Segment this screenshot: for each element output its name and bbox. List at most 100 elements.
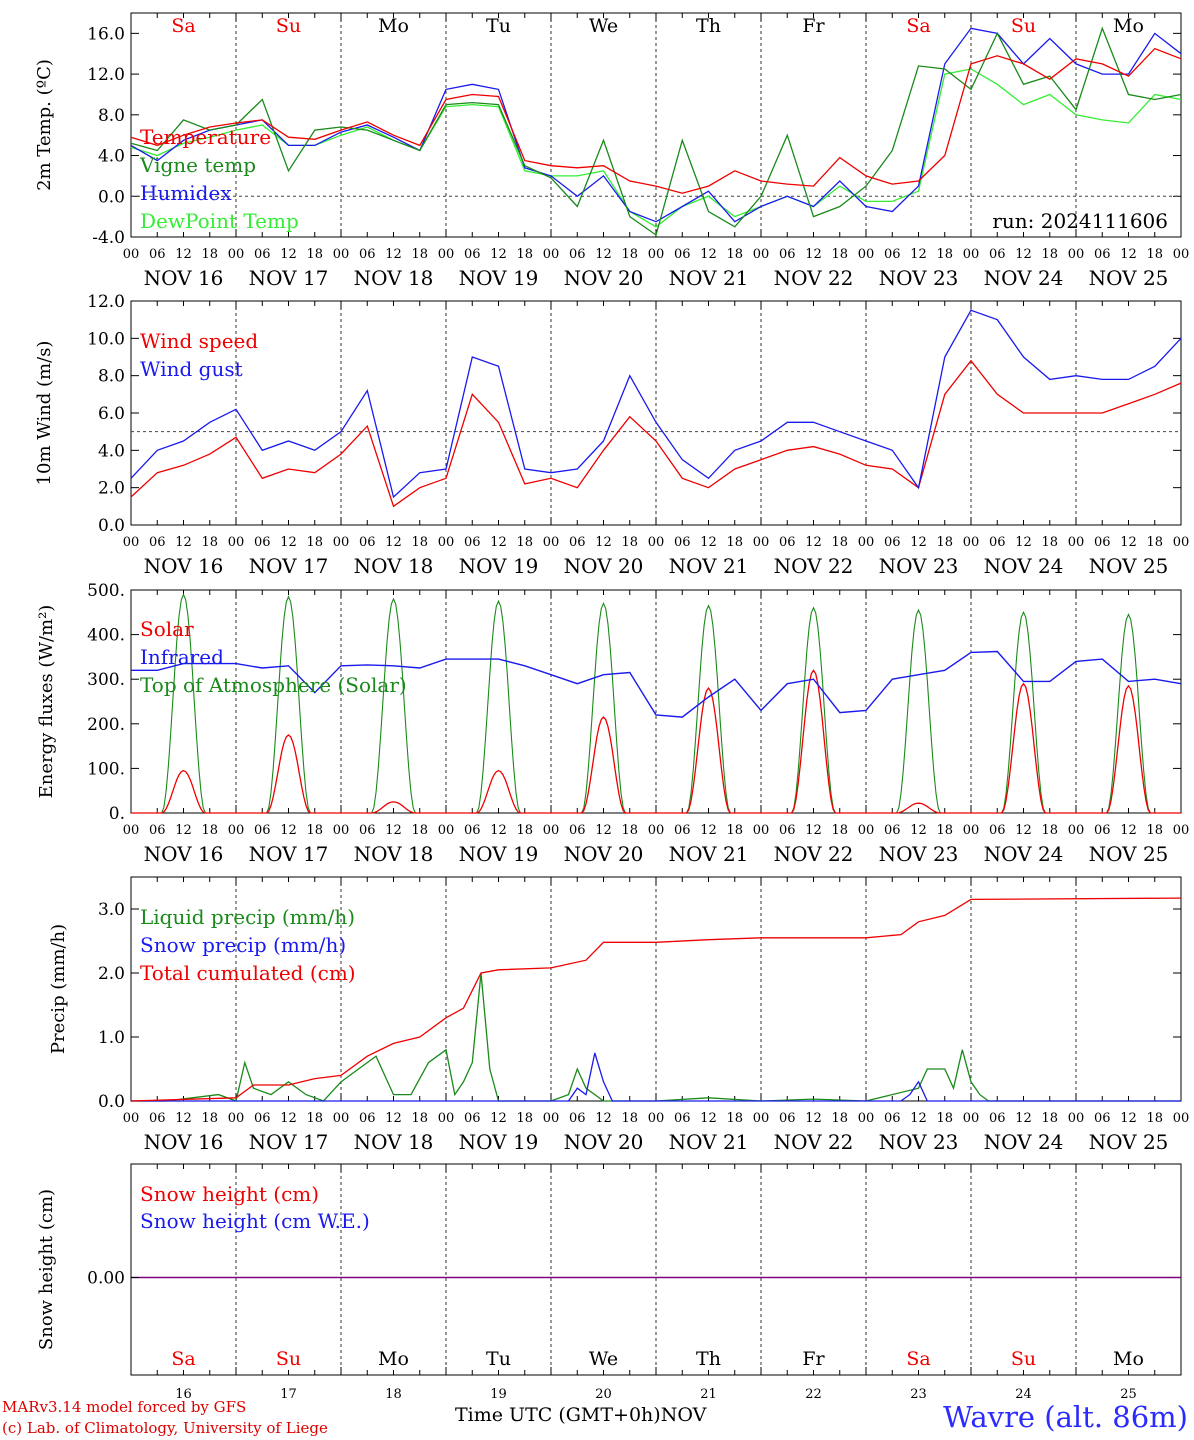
hour-tick-label: 12 [175, 247, 192, 262]
date-label: NOV 18 [354, 554, 434, 578]
legend-green: Liquid precip (mm/h) [140, 905, 355, 929]
hour-tick-label: 06 [254, 823, 271, 838]
hour-tick-label: 00 [333, 247, 350, 262]
panel-3: 0. 100. 200. 300. 400. 500. Energy fluxes (W/m… [36, 581, 1189, 866]
weekday-label: Su [1011, 15, 1036, 37]
day-number-label: 22 [805, 1387, 822, 1402]
hour-tick-label: 12 [1120, 535, 1137, 550]
hour-tick-label: 18 [516, 535, 533, 550]
date-label: NOV 18 [354, 842, 434, 866]
hour-tick-label: 12 [280, 823, 297, 838]
panel-frame [130, 589, 1182, 814]
y-tick-label: 300. [87, 670, 125, 690]
hour-tick-label: 06 [1094, 823, 1111, 838]
wind-series-red [130, 359, 1182, 508]
time-axis-label: Time UTC (GMT+0h)NOV [455, 1404, 706, 1426]
temp-series-blue [130, 27, 1182, 223]
station-label: Wavre (alt. 86m) [943, 1400, 1188, 1434]
hour-tick-label: 18 [831, 535, 848, 550]
date-label: NOV 19 [459, 842, 539, 866]
hour-tick-label: 06 [989, 1111, 1006, 1126]
day-number-label: 23 [910, 1387, 927, 1402]
date-label: NOV 22 [774, 554, 854, 578]
hour-tick-label: 00 [1173, 247, 1190, 262]
y-tick-label: 12.0 [87, 292, 125, 312]
weekday-label: Sa [171, 15, 195, 37]
hour-tick-label: 00 [1068, 247, 1085, 262]
hour-tick-label: 06 [149, 1111, 166, 1126]
hour-tick-label: 18 [1146, 823, 1163, 838]
hour-tick-label: 06 [359, 823, 376, 838]
y-tick-label: 0.00 [87, 1269, 125, 1289]
hour-tick-label: 12 [1120, 1111, 1137, 1126]
hour-tick-label: 06 [464, 535, 481, 550]
temp-series-red [130, 47, 1182, 194]
hour-tick-label: 06 [569, 1111, 586, 1126]
month-label: NOV [660, 1404, 707, 1426]
hour-tick-label: 18 [936, 823, 953, 838]
hour-tick-label: 00 [1173, 823, 1190, 838]
hour-tick-label: 12 [595, 823, 612, 838]
weekday-label: Sa [906, 15, 930, 37]
hour-tick-label: 18 [516, 1111, 533, 1126]
legend-red: Temperature [140, 125, 271, 149]
date-label: NOV 16 [144, 554, 224, 578]
date-label: NOV 19 [459, 554, 539, 578]
date-label: NOV 20 [564, 842, 644, 866]
date-label: NOV 22 [774, 1130, 854, 1154]
infrared-series [131, 650, 1182, 718]
hour-tick-label: 00 [1068, 823, 1085, 838]
hour-tick-label: 12 [700, 823, 717, 838]
date-label: NOV 23 [879, 842, 959, 866]
hour-tick-label: 06 [1094, 247, 1111, 262]
date-label: NOV 20 [564, 554, 644, 578]
hour-tick-label: 18 [201, 535, 218, 550]
hour-tick-label: 18 [726, 1111, 743, 1126]
hour-tick-label: 12 [490, 1111, 507, 1126]
hour-tick-label: 06 [254, 535, 271, 550]
y-axis-title: 10m Wind (m/s) [34, 341, 55, 486]
date-label: NOV 23 [879, 1130, 959, 1154]
hour-tick-label: 12 [595, 1111, 612, 1126]
hour-tick-label: 12 [700, 1111, 717, 1126]
hour-tick-label: 18 [726, 823, 743, 838]
solar-series [131, 669, 1181, 814]
weekday-label: Mo [378, 15, 409, 37]
date-label: NOV 24 [984, 842, 1064, 866]
weekday-label: Fr [802, 15, 825, 37]
hour-tick-label: 12 [910, 535, 927, 550]
legend-red: Wind speed [140, 329, 258, 353]
y-tick-label: 0.0 [98, 516, 125, 536]
hour-tick-label: 00 [543, 823, 560, 838]
hour-tick-label: 12 [490, 247, 507, 262]
hour-tick-label: 00 [123, 247, 140, 262]
weekday-label: Tu [486, 1348, 511, 1370]
hour-tick-label: 06 [674, 1111, 691, 1126]
hour-tick-label: 18 [936, 247, 953, 262]
hour-tick-label: 06 [569, 823, 586, 838]
hour-tick-label: 18 [831, 823, 848, 838]
date-label: NOV 23 [879, 266, 959, 290]
hour-tick-label: 12 [385, 823, 402, 838]
hour-tick-label: 18 [411, 535, 428, 550]
hour-tick-label: 18 [306, 823, 323, 838]
date-label: NOV 24 [984, 1130, 1064, 1154]
hour-tick-label: 06 [989, 535, 1006, 550]
weekday-label: Tu [486, 15, 511, 37]
date-label: NOV 17 [249, 554, 329, 578]
hour-tick-label: 00 [438, 247, 455, 262]
hour-tick-label: 00 [648, 535, 665, 550]
hour-tick-label: 00 [648, 823, 665, 838]
hour-tick-label: 12 [700, 535, 717, 550]
hour-tick-label: 12 [910, 1111, 927, 1126]
legend-blue: Snow height (cm W.E.) [140, 1209, 370, 1233]
date-label: NOV 16 [144, 266, 224, 290]
precip-series-blue [131, 1052, 1181, 1102]
date-label: NOV 17 [249, 1130, 329, 1154]
hour-tick-label: 06 [149, 823, 166, 838]
hour-tick-label: 18 [1146, 535, 1163, 550]
day-number-label: 20 [595, 1387, 612, 1402]
hour-tick-label: 00 [753, 823, 770, 838]
hour-tick-label: 12 [1120, 247, 1137, 262]
hour-tick-label: 12 [700, 247, 717, 262]
